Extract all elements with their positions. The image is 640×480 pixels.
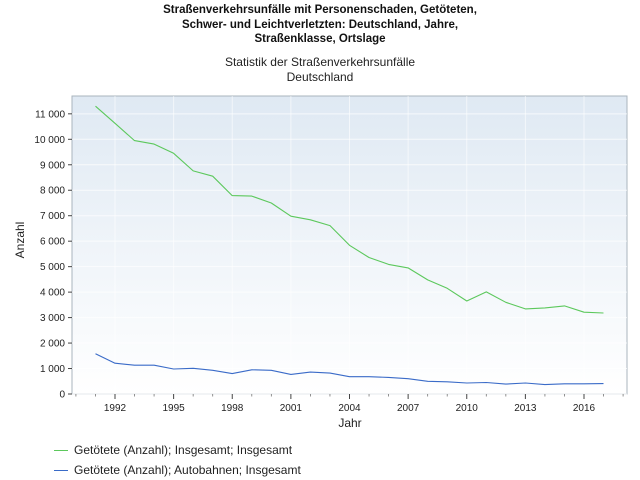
y-tick-label: 10 000	[34, 135, 65, 146]
x-tick-label: 2010	[456, 403, 479, 414]
legend-item-autobahnen[interactable]: Getötete (Anzahl); Autobahnen; Insgesamt	[54, 460, 301, 480]
y-tick-label: 1 000	[40, 364, 65, 375]
y-tick-label: 8 000	[40, 186, 65, 197]
legend-swatch-insgesamt	[54, 449, 68, 451]
x-tick-label: 1995	[162, 403, 185, 414]
x-axis-title: Jahr	[338, 416, 361, 430]
y-tick-label: 11 000	[35, 109, 65, 120]
x-tick-label: 1992	[104, 403, 127, 414]
chart-subtitle-line-2: Deutschland	[286, 70, 354, 84]
y-tick-label: 3 000	[40, 313, 65, 324]
x-tick-label: 2016	[573, 403, 596, 414]
y-tick-label: 2 000	[40, 339, 65, 350]
legend-label-insgesamt: Getötete (Anzahl); Insgesamt; Insgesamt	[74, 443, 293, 457]
series	[95, 105, 604, 386]
series-line-insgesamt[interactable]	[95, 105, 604, 314]
y-tick-label: 6 000	[40, 237, 65, 248]
chart-title: Straßenverkehrsunfälle mit Personenschad…	[0, 3, 640, 47]
series-line-autobahnen[interactable]	[95, 353, 604, 386]
legend: Getötete (Anzahl); Insgesamt; Insgesamt …	[54, 440, 301, 480]
legend-item-insgesamt[interactable]: Getötete (Anzahl); Insgesamt; Insgesamt	[54, 440, 301, 460]
axes: 0 1 000 2 000 3 000 4 000 5 000 6 000 7 000 8 00…	[34, 109, 624, 414]
legend-label-autobahnen: Getötete (Anzahl); Autobahnen; Insgesamt	[74, 463, 301, 477]
y-tick-label: 0	[59, 390, 65, 401]
chart-title-line-1: Straßenverkehrsunfälle mit Personenschad…	[163, 4, 477, 16]
chart-subtitle: Statistik der Straßenverkehrsunfälle Deu…	[0, 55, 640, 85]
x-tick-label: 2013	[514, 403, 537, 414]
x-tick-label: 2004	[338, 403, 361, 414]
y-tick-label: 4 000	[40, 288, 65, 299]
y-tick-label: 5 000	[40, 262, 65, 273]
chart-subtitle-line-1: Statistik der Straßenverkehrsunfälle	[224, 55, 416, 69]
y-tick-label: 9 000	[40, 160, 65, 171]
grid	[72, 96, 627, 395]
chart-title-line-2: Schwer- und Leichtverletzten: Deutschlan…	[181, 18, 459, 31]
legend-swatch-autobahnen	[54, 469, 68, 471]
x-tick-label: 2007	[397, 403, 420, 414]
y-tick-label: 7 000	[40, 211, 65, 222]
x-tick-label: 2001	[280, 403, 303, 414]
line-chart: 0 1 000 2 000 3 000 4 000 5 000 6 000 7 000 8 00…	[13, 95, 628, 430]
x-tick-label: 1998	[221, 403, 244, 414]
y-axis-title: Anzahl	[13, 222, 27, 259]
chart-title-line-3: Straßenklasse, Ortslage	[254, 33, 386, 45]
